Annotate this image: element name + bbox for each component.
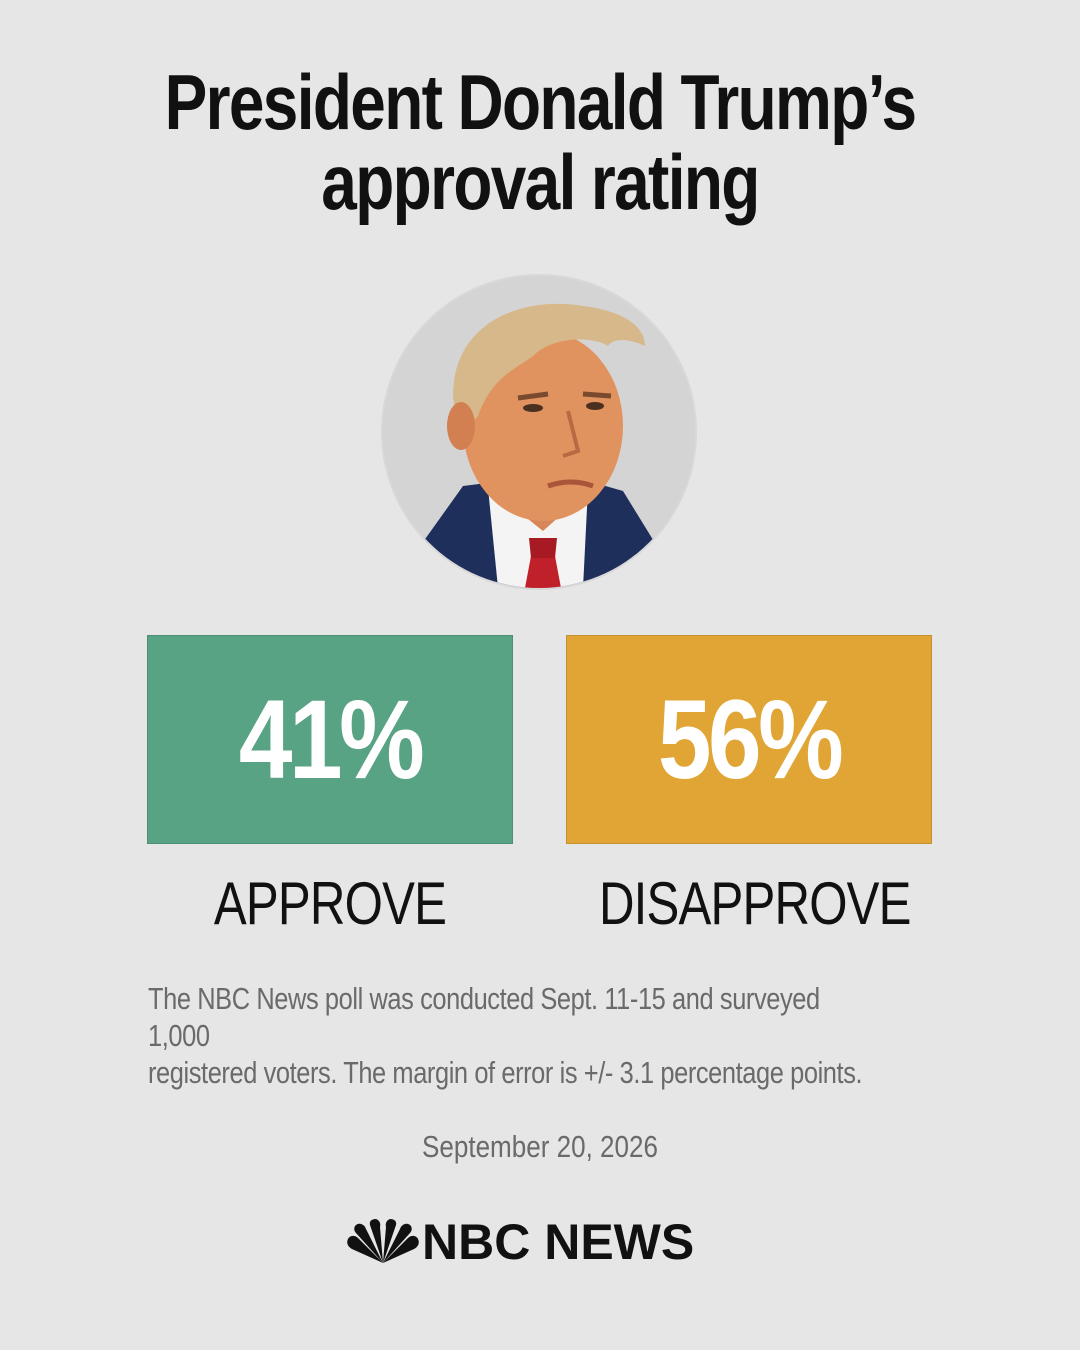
page-title: President Donald Trump’s approval rating [97, 62, 983, 222]
approve-value: 41% [238, 676, 425, 802]
publish-date: September 20, 2026 [422, 1129, 658, 1164]
nbc-news-logo: NBC NEWS [346, 1212, 694, 1272]
nbc-news-wordmark: NBC NEWS [422, 1214, 695, 1270]
footnote-line-1: The NBC News poll was conducted Sept. 11… [148, 981, 820, 1053]
poll-footnote: The NBC News poll was conducted Sept. 11… [148, 980, 886, 1091]
disapprove-label: DISAPPROVE [598, 870, 912, 937]
disapprove-box: 56% [566, 635, 932, 844]
title-line-1: President Donald Trump’s [164, 58, 917, 146]
nbc-peacock-icon [347, 1219, 419, 1263]
approve-label: APPROVE [213, 870, 447, 937]
title-line-2: approval rating [321, 138, 760, 226]
portrait-illustration [383, 303, 695, 588]
approve-box: 41% [147, 635, 513, 844]
disapprove-value: 56% [657, 676, 844, 802]
portrait-photo [383, 276, 695, 588]
footnote-line-2: registered voters. The margin of error i… [148, 1055, 863, 1090]
